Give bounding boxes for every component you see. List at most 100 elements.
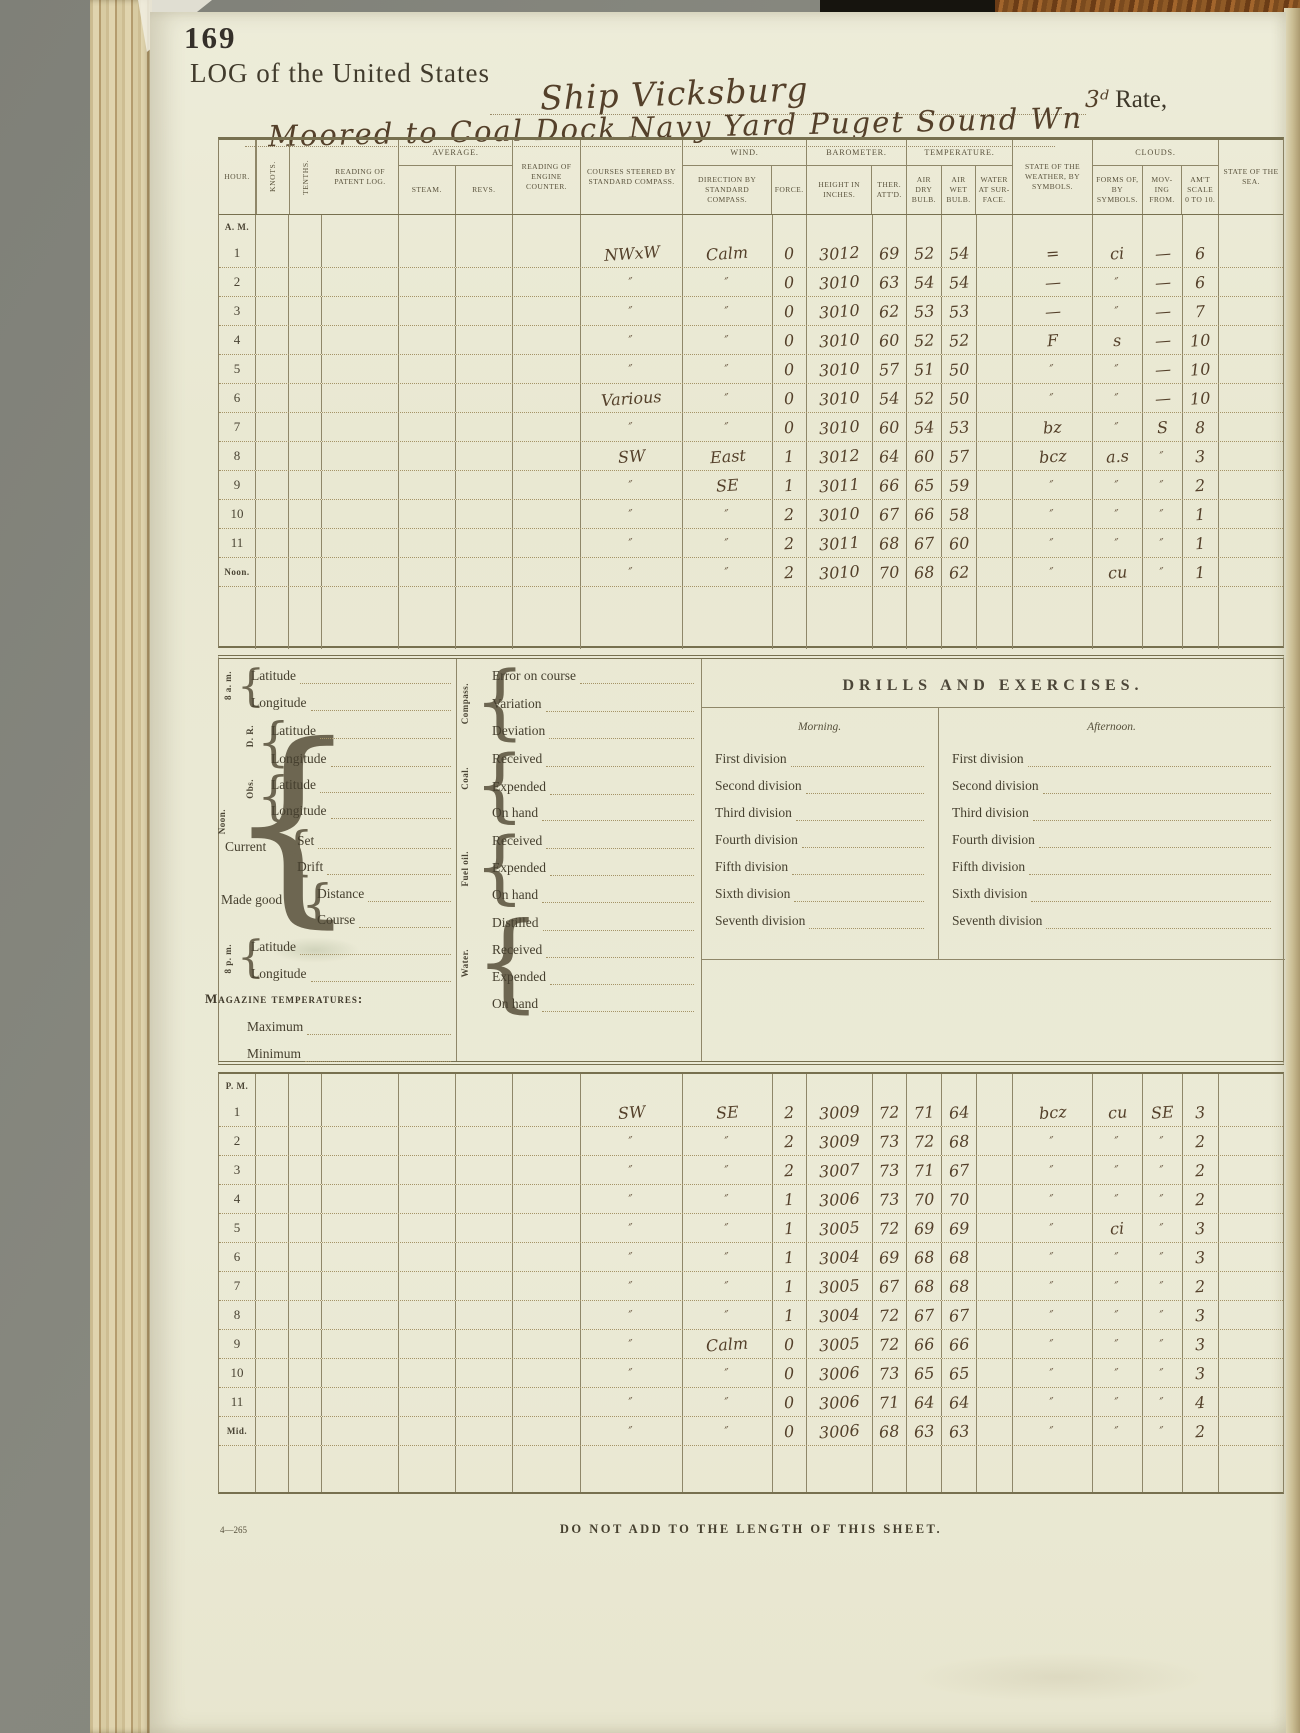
- log-cell-courses: ″: [581, 1301, 683, 1329]
- log-entry-height: 3006: [818, 1391, 861, 1413]
- log-cell-forms: ″: [1093, 529, 1143, 557]
- log-cell-wet: 53: [942, 413, 977, 441]
- log-cell-direction: ″: [683, 297, 773, 325]
- column-header-wet: Air Wet Bulb.: [942, 166, 977, 214]
- log-entry-courses: ″: [627, 1249, 636, 1265]
- log-cell-hour: 10: [219, 1359, 256, 1387]
- entry-8am-latitude-label: Latitude: [251, 668, 296, 683]
- log-cell-hour: 6: [219, 1243, 256, 1271]
- log-entry-courses: NWxW: [602, 241, 661, 265]
- log-cell-direction: ″: [683, 326, 773, 354]
- log-entry-moving: S: [1156, 417, 1169, 437]
- log-cell-revs: [456, 1272, 513, 1300]
- column-header-steam: Steam.: [399, 166, 456, 214]
- log-entry-wet: 64: [948, 1101, 970, 1123]
- log-cell-sea: [1219, 500, 1283, 528]
- log-entry-direction: East: [708, 445, 747, 467]
- log-entry-moving: ″: [1158, 535, 1167, 551]
- log-entry-weather: =: [1045, 243, 1060, 263]
- log-entry-ther: 68: [878, 532, 901, 554]
- entry-write-in-line: [319, 778, 451, 793]
- log-cell-courses: [581, 215, 683, 239]
- log-cell-weather: F: [1013, 326, 1093, 354]
- log-cell-ther: [873, 1074, 907, 1098]
- log-cell-dry: 52: [907, 326, 942, 354]
- entry-water-expended: Expended: [492, 965, 694, 985]
- log-cell-water: [977, 268, 1013, 296]
- log-cell-direction: ″: [683, 558, 773, 586]
- entry-write-in-line: [549, 861, 694, 876]
- entry-write-in-line: [310, 696, 451, 711]
- log-entry-moving: ″: [1158, 1133, 1167, 1149]
- log-cell-steam: [399, 1417, 456, 1445]
- log-cell-wet: 52: [942, 326, 977, 354]
- log-cell-height: 3006: [807, 1359, 873, 1387]
- log-cell-courses: ″: [581, 1272, 683, 1300]
- log-entry-hour: 4: [233, 332, 241, 347]
- log-cell-wet: 70: [942, 1185, 977, 1213]
- log-cell-dry: 72: [907, 1127, 942, 1155]
- entry-write-in-line: [542, 888, 694, 903]
- log-cell-sea: [1219, 268, 1283, 296]
- log-cell-height: 3010: [807, 413, 873, 441]
- log-entry-force: 1: [783, 1189, 796, 1209]
- log-cell-weather: —: [1013, 268, 1093, 296]
- log-cell-patent: [322, 500, 399, 528]
- log-cell-patent: [322, 1243, 399, 1271]
- log-cell-moving: ″: [1143, 1359, 1183, 1387]
- entry-morning-division-1-label: First division: [715, 751, 787, 766]
- entry-obs-latitude: Latitude: [271, 773, 451, 793]
- log-cell-knots: [256, 442, 289, 470]
- log-entry-direction: ″: [723, 1394, 732, 1410]
- label-water: Water.: [460, 949, 470, 978]
- entry-compass-deviation-label: Deviation: [492, 723, 546, 738]
- log-entry-force: 0: [783, 1421, 796, 1441]
- log-cell-moving: S: [1143, 413, 1183, 441]
- entry-water-received-label: Received: [492, 942, 543, 957]
- log-cell-moving: —: [1143, 326, 1183, 354]
- log-cell-height: 3007: [807, 1156, 873, 1184]
- entry-write-in-line: [1031, 887, 1271, 902]
- log-cell-patent: [322, 215, 399, 239]
- log-cell-forms: ″: [1093, 1417, 1143, 1445]
- entry-write-in-line: [1029, 860, 1271, 875]
- log-entry-direction: ″: [723, 419, 732, 435]
- log-entry-wet: 68: [948, 1130, 970, 1152]
- log-entry-hour: 6: [233, 1249, 241, 1264]
- log-cell-force: 0: [773, 268, 807, 296]
- log-entry-dry: 71: [913, 1159, 935, 1181]
- log-cell-forms: [1093, 1074, 1143, 1098]
- log-entry-courses: ″: [627, 1278, 636, 1294]
- log-entry-force: 0: [783, 330, 796, 350]
- log-sheet: 169 LOG of the United States Ship Vicksb…: [150, 12, 1286, 1733]
- log-entry-weather: ″: [1048, 506, 1057, 522]
- log-cell-steam: [399, 1388, 456, 1416]
- log-cell-hour: 1: [219, 239, 256, 267]
- log-cell-patent: [322, 326, 399, 354]
- column-header-dry: Air Dry Bulb.: [907, 166, 942, 214]
- log-cell-engine: [513, 413, 581, 441]
- log-cell-patent: [322, 239, 399, 267]
- log-cell-forms: ″: [1093, 471, 1143, 499]
- log-cell-direction: ″: [683, 1214, 773, 1242]
- entry-afternoon-division-2: Second division: [952, 774, 1271, 794]
- log-entry-wet: 53: [948, 416, 970, 438]
- log-entry-direction: SE: [715, 1101, 740, 1123]
- log-entry-direction: ″: [723, 1307, 732, 1323]
- column-group-label: Wind.: [683, 140, 806, 166]
- log-entry-forms: a.s: [1105, 445, 1130, 467]
- log-entry-ther: 69: [878, 242, 901, 264]
- log-cell-height: 3011: [807, 529, 873, 557]
- log-entry-moving: ″: [1158, 1394, 1167, 1410]
- log-cell-revs: [456, 1301, 513, 1329]
- log-cell-weather: bcz: [1013, 442, 1093, 470]
- log-table-row: 1 NWxW Calm 0 3012 69 52 54 = ci — 6: [219, 239, 1283, 268]
- log-table-row: 7 ″ ″ 1 3005 67 68 68 ″ ″ ″ 2: [219, 1272, 1283, 1301]
- column-group-label: Average.: [399, 140, 512, 166]
- log-cell-moving: ″: [1143, 1127, 1183, 1155]
- entry-write-in-line: [310, 967, 451, 982]
- entry-dr-latitude-label: Latitude: [271, 723, 316, 738]
- log-cell-moving: ″: [1143, 471, 1183, 499]
- log-cell-dry: 68: [907, 1243, 942, 1271]
- entry-coal-received-label: Received: [492, 751, 543, 766]
